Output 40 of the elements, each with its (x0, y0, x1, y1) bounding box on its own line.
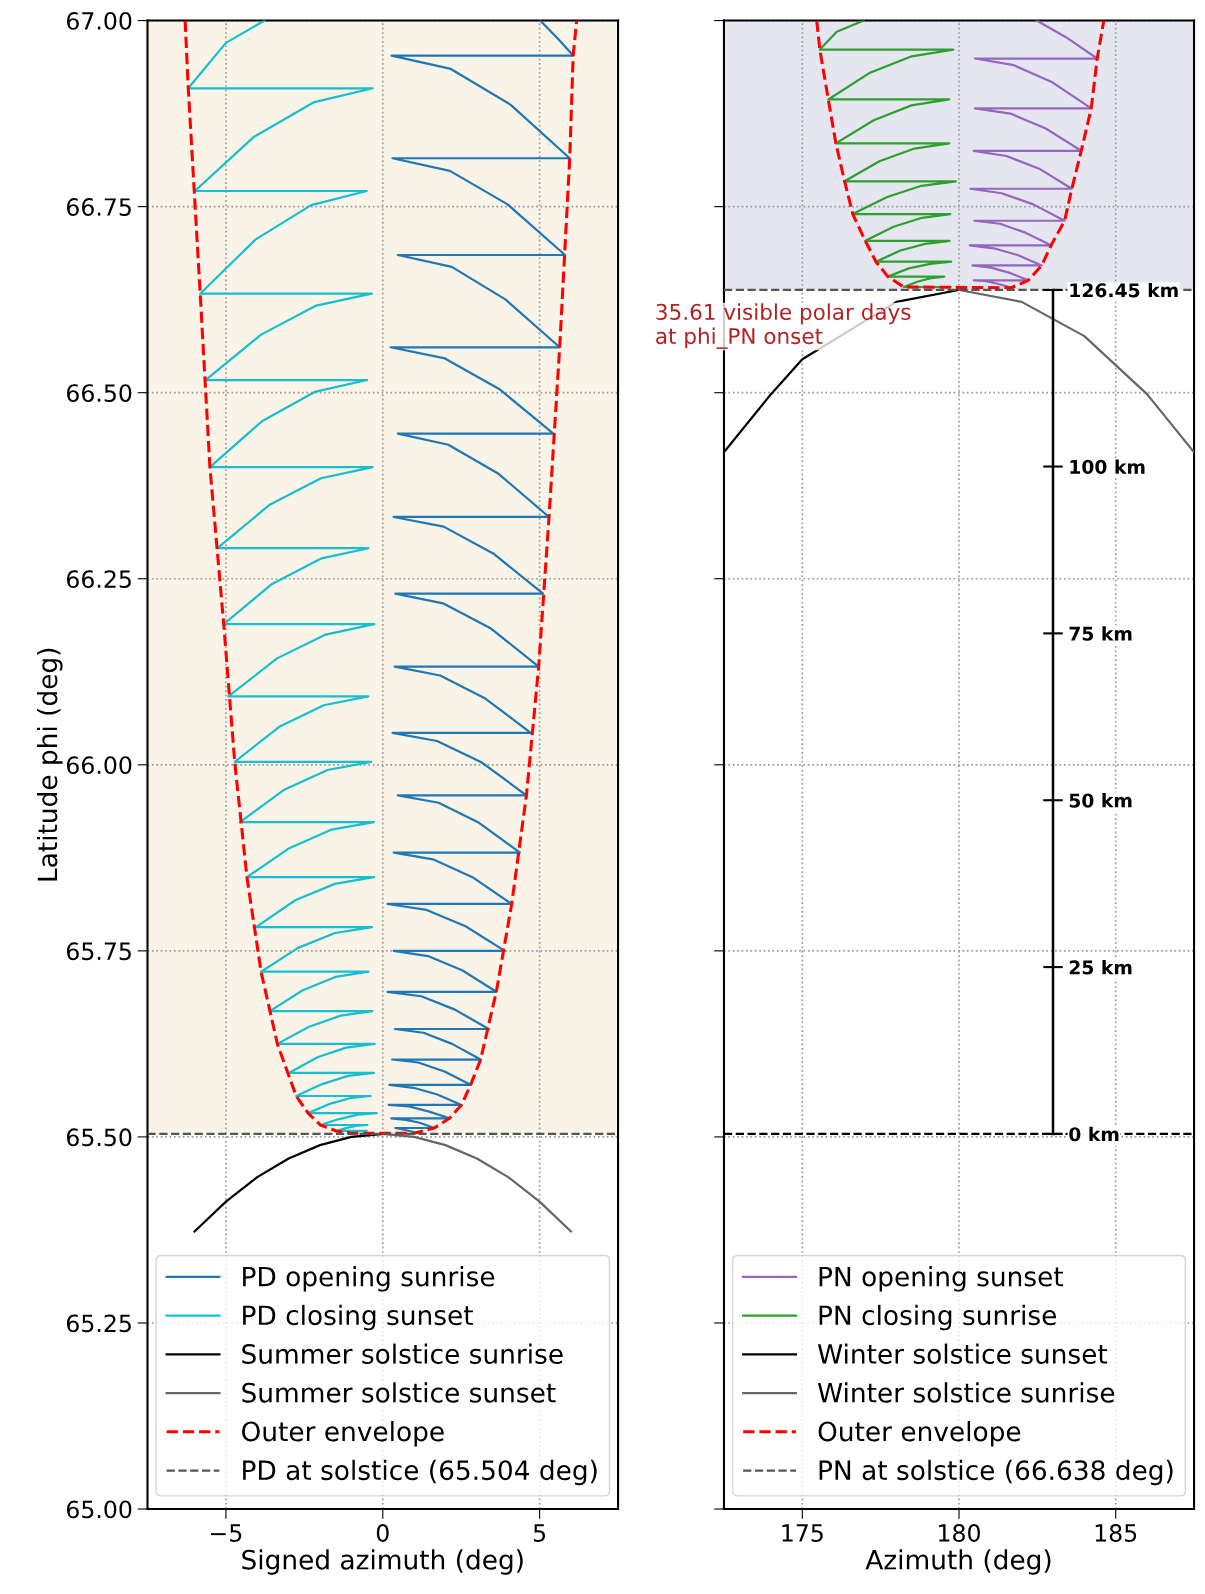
y-tick-label: 65.50 (66, 1128, 132, 1147)
y-tick-label: 67.00 (66, 12, 132, 30)
y-tick-label: 65.75 (66, 942, 131, 961)
legend-label: PN opening sunset (819, 1266, 1064, 1292)
legend-label: PD at solstice (65.504 deg) (243, 1459, 597, 1486)
text: 126.45 km (1070, 282, 1178, 298)
x-tick-label: −5 (211, 1524, 242, 1542)
x-tick-label: 5 (533, 1524, 546, 1542)
y-tick-label: 65.25 (66, 1314, 131, 1333)
line-series (187, 20, 378, 1133)
x-axis-title: Azimuth (deg) (865, 1549, 1051, 1575)
text: 75 km (1069, 626, 1132, 641)
line-series (386, 20, 575, 1134)
legend-label: Outer envelope (242, 1421, 444, 1447)
y-axis-title: Latitude phi (deg) (37, 648, 63, 881)
legend-label: PN closing sunrise (819, 1304, 1056, 1331)
y-tick-label: 66.00 (66, 756, 132, 775)
x-tick-label: 0 (376, 1524, 389, 1542)
y-tick-label: 66.25 (66, 570, 131, 589)
legend-label: Winter solstice sunrise (817, 1382, 1115, 1403)
text: 25 km (1069, 959, 1132, 975)
line-series (183, 20, 579, 1135)
y-tick-label: 66.50 (66, 384, 132, 402)
text: 100 km (1070, 459, 1145, 474)
legend-label: Summer solstice sunset (242, 1382, 556, 1403)
y-tick-label: 66.75 (66, 198, 131, 216)
annotation: 35.61 visible polar days at phi_PN onset (656, 303, 911, 349)
legend-label: PN at solstice (66.638 deg) (819, 1459, 1173, 1486)
legend-label: PD closing sunset (243, 1304, 473, 1331)
legend-label: Summer solstice sunrise (242, 1343, 563, 1364)
x-axis-title: Signed azimuth (deg) (242, 1549, 523, 1575)
text: 0 km (1069, 1126, 1119, 1142)
x-tick-label: 180 (939, 1524, 980, 1542)
x-tick-label: 175 (782, 1524, 823, 1542)
y-tick-label: 65.00 (66, 1500, 132, 1519)
legend-label: Winter solstice sunset (817, 1343, 1108, 1364)
text: 50 km (1069, 793, 1132, 808)
x-tick-label: 185 (1095, 1524, 1137, 1542)
legend-label: PD opening sunrise (243, 1266, 495, 1292)
legend-label: Outer envelope (818, 1421, 1021, 1447)
